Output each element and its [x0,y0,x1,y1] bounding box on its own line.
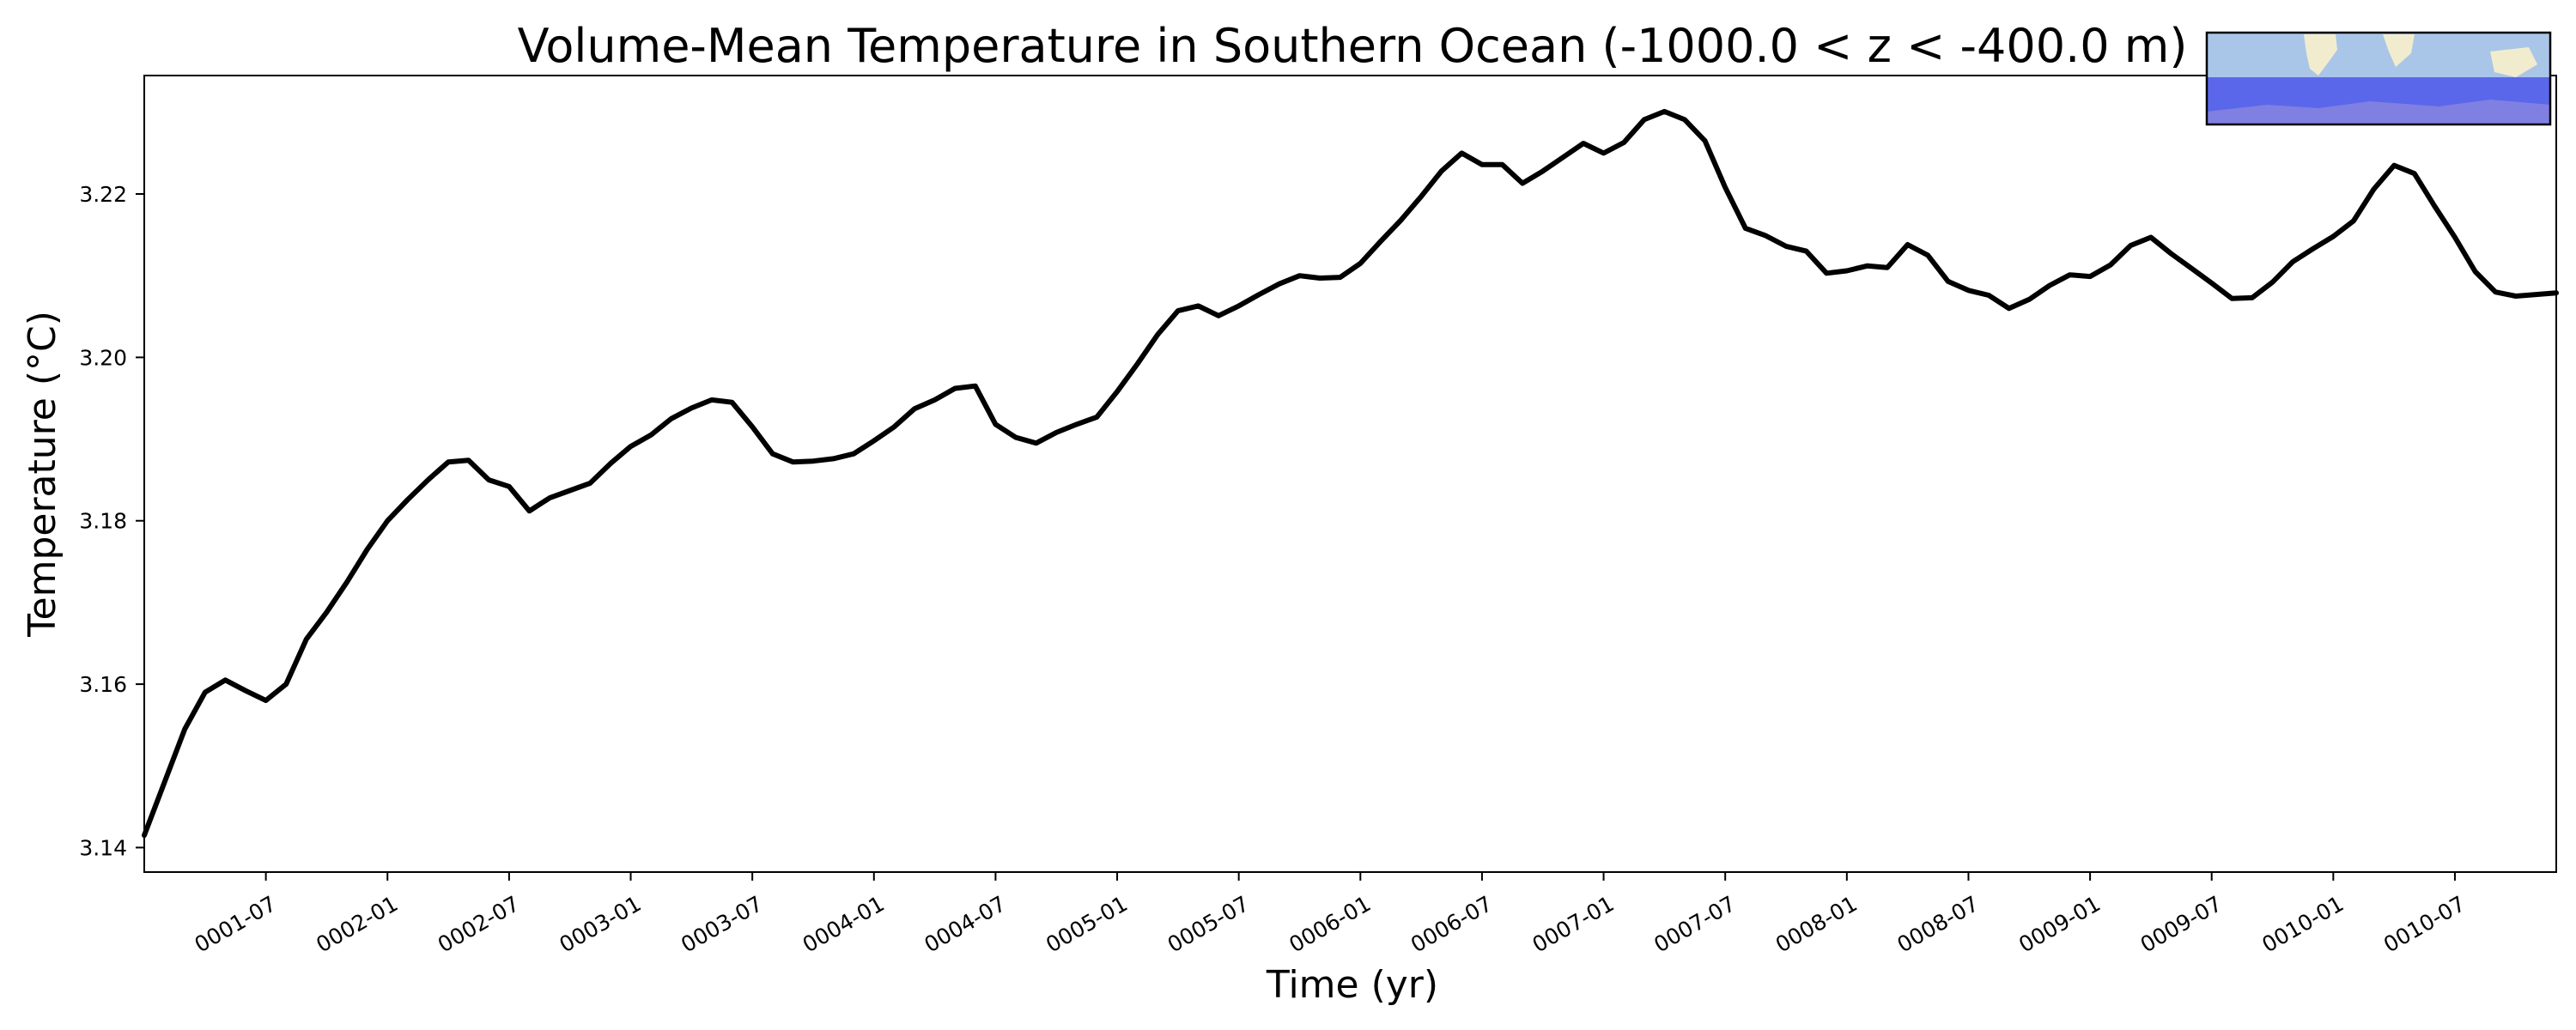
y-tick-label: 3.16 [79,672,127,697]
x-tick-label: 0008-07 [1893,891,1983,957]
x-axis-label: Time (yr) [1266,963,1438,1007]
x-tick-label: 0009-01 [2014,891,2105,957]
plot-frame [143,75,2557,873]
y-tick-label: 3.22 [79,182,127,207]
x-tick-label: 0010-01 [2257,891,2348,957]
x-tick-label: 0004-07 [920,891,1010,957]
inset-map [2205,31,2552,126]
inset-map-land-south-america [2383,34,2415,67]
x-tick-label: 0005-07 [1163,891,1254,957]
inset-map-antarctica [2207,100,2550,124]
x-tick-label: 0007-01 [1528,891,1619,957]
y-tick-label: 3.18 [79,509,127,534]
y-axis-label: Temperature (°C) [21,311,64,638]
y-tick-label: 3.20 [79,345,127,370]
x-tick-label: 0004-01 [799,891,889,957]
temperature-series-line [142,108,2559,839]
x-tick-label: 0006-07 [1406,891,1497,957]
y-tick-label: 3.14 [79,835,127,860]
inset-map-frame [2205,31,2552,126]
x-tick-label: 0007-07 [1649,891,1740,957]
x-tick-label: 0002-01 [312,891,402,957]
x-tick-label: 0008-01 [1771,891,1862,957]
x-tick-label: 0003-07 [677,891,767,957]
x-tick-label: 0003-01 [556,891,646,957]
x-tick-label: 0005-01 [1042,891,1132,957]
x-tick-label: 0006-01 [1285,891,1375,957]
x-tick-label: 0010-07 [2379,891,2470,957]
x-tick-label: 0002-07 [434,891,524,957]
chart-title: Volume-Mean Temperature in Southern Ocea… [518,19,2188,73]
inset-map-land-africa [2304,34,2337,76]
x-tick-label: 0009-07 [2136,891,2227,957]
y-axis-ticks: 3.14 3.16 3.18 3.20 3.22 [79,182,144,860]
x-axis-ticks: 0001-07 0002-01 0002-07 0003-01 0003-07 0004-… [191,872,2470,957]
inset-map-land-australia [2490,47,2537,77]
x-tick-label: 0001-07 [191,891,281,957]
